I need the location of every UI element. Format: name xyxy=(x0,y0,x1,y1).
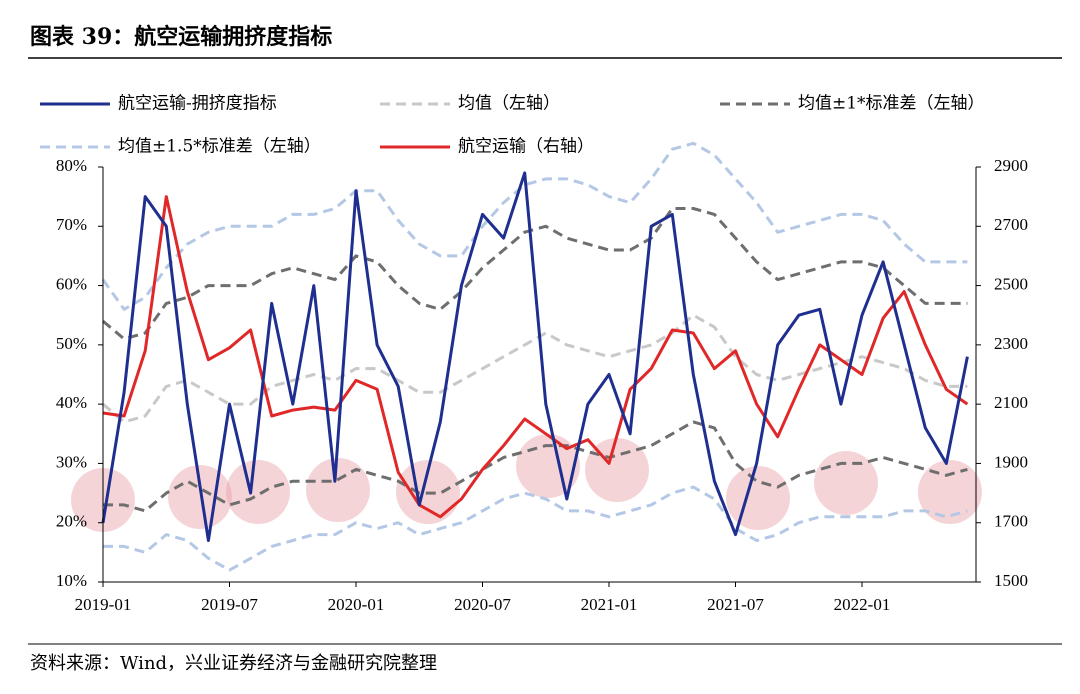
series-line xyxy=(101,171,969,542)
y2-tick-label: 2100 xyxy=(994,393,1028,412)
legend-label: 航空运输（右轴） xyxy=(458,137,594,157)
y2-tick-label: 1500 xyxy=(994,571,1028,590)
source: 资料来源：Wind，兴业证券经济与金融研究院整理 xyxy=(30,653,437,674)
y2-tick-label: 2700 xyxy=(994,215,1028,234)
y-tick-label: 70% xyxy=(56,215,87,234)
y-tick-label: 50% xyxy=(56,334,87,353)
x-tick-label: 2020-01 xyxy=(328,595,385,614)
highlight xyxy=(918,460,982,524)
legend-label: 航空运输-拥挤度指标 xyxy=(118,94,277,114)
y-tick-label: 30% xyxy=(56,452,87,471)
y-tick-label: 10% xyxy=(56,571,87,590)
y2-tick-label: 2500 xyxy=(994,274,1028,293)
x-tick-label: 2019-07 xyxy=(201,595,258,614)
x-tick-label: 2021-07 xyxy=(707,595,764,614)
highlight xyxy=(168,465,232,529)
series-line xyxy=(101,141,968,311)
y-tick-label: 80% xyxy=(56,156,87,175)
x-tick-label: 2019-01 xyxy=(75,595,132,614)
y2-tick-label: 2300 xyxy=(994,334,1028,353)
x-tick-label: 2021-01 xyxy=(581,595,638,614)
series-line xyxy=(102,313,968,424)
series-line xyxy=(102,207,968,341)
y-tick-label: 20% xyxy=(56,512,87,531)
y2-tick-label: 2900 xyxy=(994,156,1028,175)
legend-label: 均值±1*标准差（左轴） xyxy=(798,94,985,114)
y2-tick-label: 1900 xyxy=(994,452,1028,471)
chart-title: 图表 39：航空运输拥挤度指标 xyxy=(30,24,332,50)
y-tick-label: 40% xyxy=(56,393,87,412)
x-tick-label: 2020-07 xyxy=(454,595,511,614)
y-tick-label: 60% xyxy=(56,274,87,293)
highlight xyxy=(726,466,790,530)
x-tick-label: 2022-01 xyxy=(834,595,891,614)
highlight xyxy=(226,460,290,524)
series-line xyxy=(103,420,968,513)
highlight xyxy=(306,458,370,522)
series-line xyxy=(103,485,968,572)
series-line xyxy=(102,195,969,519)
y2-tick-label: 1700 xyxy=(994,512,1028,531)
legend-label: 均值±1.5*标准差（左轴） xyxy=(118,137,321,157)
legend-label: 均值（左轴） xyxy=(458,94,560,114)
